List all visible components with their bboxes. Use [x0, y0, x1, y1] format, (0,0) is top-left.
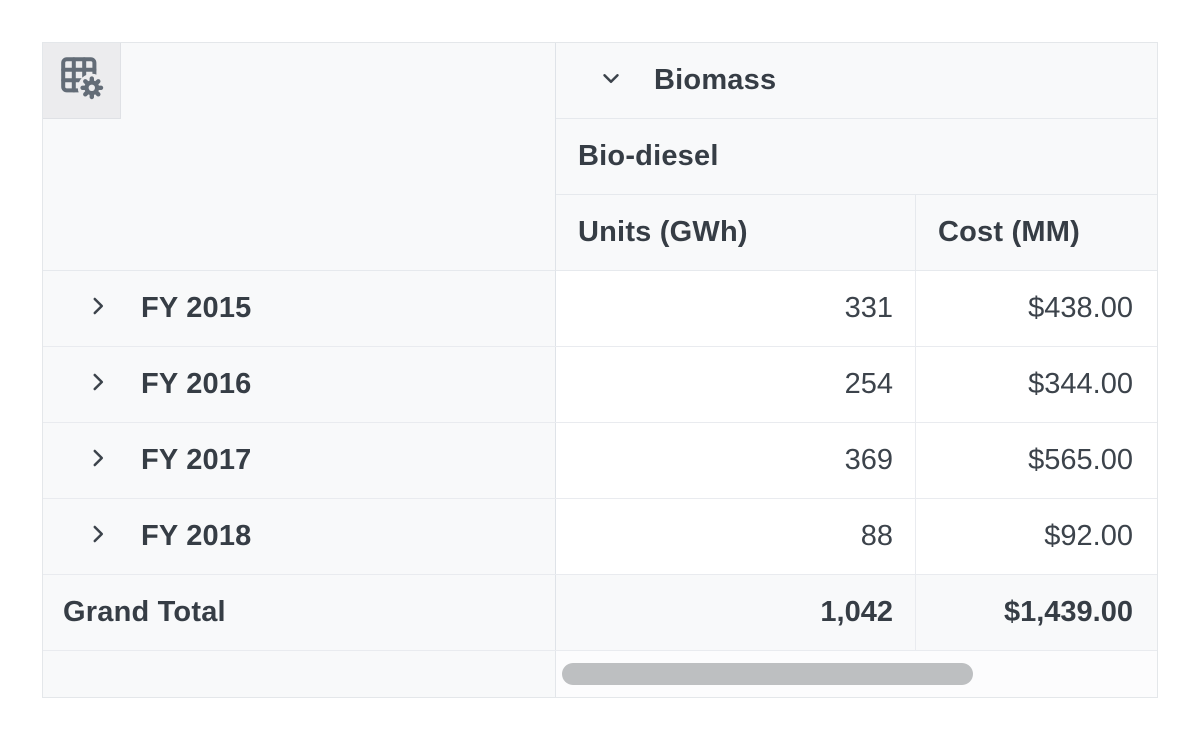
chevron-right-icon[interactable] — [85, 521, 111, 552]
row-group-label: FY 2018 — [141, 520, 252, 552]
column-header-units[interactable]: Units (GWh) — [556, 195, 916, 270]
grand-total-units: 1,042 — [556, 575, 916, 650]
leaf-column-headers: Units (GWh) Cost (MM) — [556, 195, 1157, 271]
horizontal-scrollbar — [43, 651, 1157, 697]
column-group-label: Biomass — [654, 64, 777, 96]
chevron-right-icon[interactable] — [85, 445, 111, 476]
row-group-cell[interactable]: FY 2016 — [43, 347, 556, 422]
table-row-fy2016[interactable]: FY 2016 254 $344.00 — [43, 347, 1157, 423]
column-headers: Biomass Bio-diesel Units (GWh) Cost (MM) — [556, 43, 1157, 271]
table-row-fy2015[interactable]: FY 2015 331 $438.00 — [43, 271, 1157, 347]
grand-total-label: Grand Total — [63, 596, 226, 628]
cell-cost: $438.00 — [916, 271, 1157, 346]
cell-units: 369 — [556, 423, 916, 498]
chevron-down-icon[interactable] — [598, 65, 624, 96]
column-group-header-biomass[interactable]: Biomass — [556, 43, 1157, 119]
row-group-label: FY 2017 — [141, 444, 252, 476]
table-row-fy2018[interactable]: FY 2018 88 $92.00 — [43, 499, 1157, 575]
table-settings-icon — [58, 54, 106, 107]
table-settings-button[interactable] — [43, 43, 121, 119]
table-row-fy2017[interactable]: FY 2017 369 $565.00 — [43, 423, 1157, 499]
cell-cost: $565.00 — [916, 423, 1157, 498]
pivot-table: Biomass Bio-diesel Units (GWh) Cost (MM) — [42, 42, 1158, 698]
row-groups-header-cell — [43, 43, 556, 271]
grand-total-cost: $1,439.00 — [916, 575, 1157, 650]
row-group-label: FY 2015 — [141, 292, 252, 324]
row-group-cell[interactable]: FY 2017 — [43, 423, 556, 498]
chevron-right-icon[interactable] — [85, 293, 111, 324]
cell-cost: $344.00 — [916, 347, 1157, 422]
horizontal-scrollbar-track[interactable] — [556, 651, 1157, 697]
grand-total-label-cell: Grand Total — [43, 575, 556, 650]
chevron-right-icon[interactable] — [85, 369, 111, 400]
column-subgroup-header-biodiesel[interactable]: Bio-diesel — [556, 119, 1157, 195]
column-subgroup-label: Bio-diesel — [578, 140, 719, 172]
row-group-label: FY 2016 — [141, 368, 252, 400]
row-group-cell[interactable]: FY 2015 — [43, 271, 556, 346]
horizontal-scrollbar-thumb[interactable] — [562, 663, 973, 685]
grand-total-row: Grand Total 1,042 $1,439.00 — [43, 575, 1157, 651]
cell-units: 88 — [556, 499, 916, 574]
row-group-cell[interactable]: FY 2018 — [43, 499, 556, 574]
scrollbar-pinned-spacer — [43, 651, 556, 697]
column-header-cost[interactable]: Cost (MM) — [938, 216, 1080, 248]
cell-units: 254 — [556, 347, 916, 422]
table-header: Biomass Bio-diesel Units (GWh) Cost (MM) — [43, 43, 1157, 271]
cell-cost: $92.00 — [916, 499, 1157, 574]
cell-units: 331 — [556, 271, 916, 346]
